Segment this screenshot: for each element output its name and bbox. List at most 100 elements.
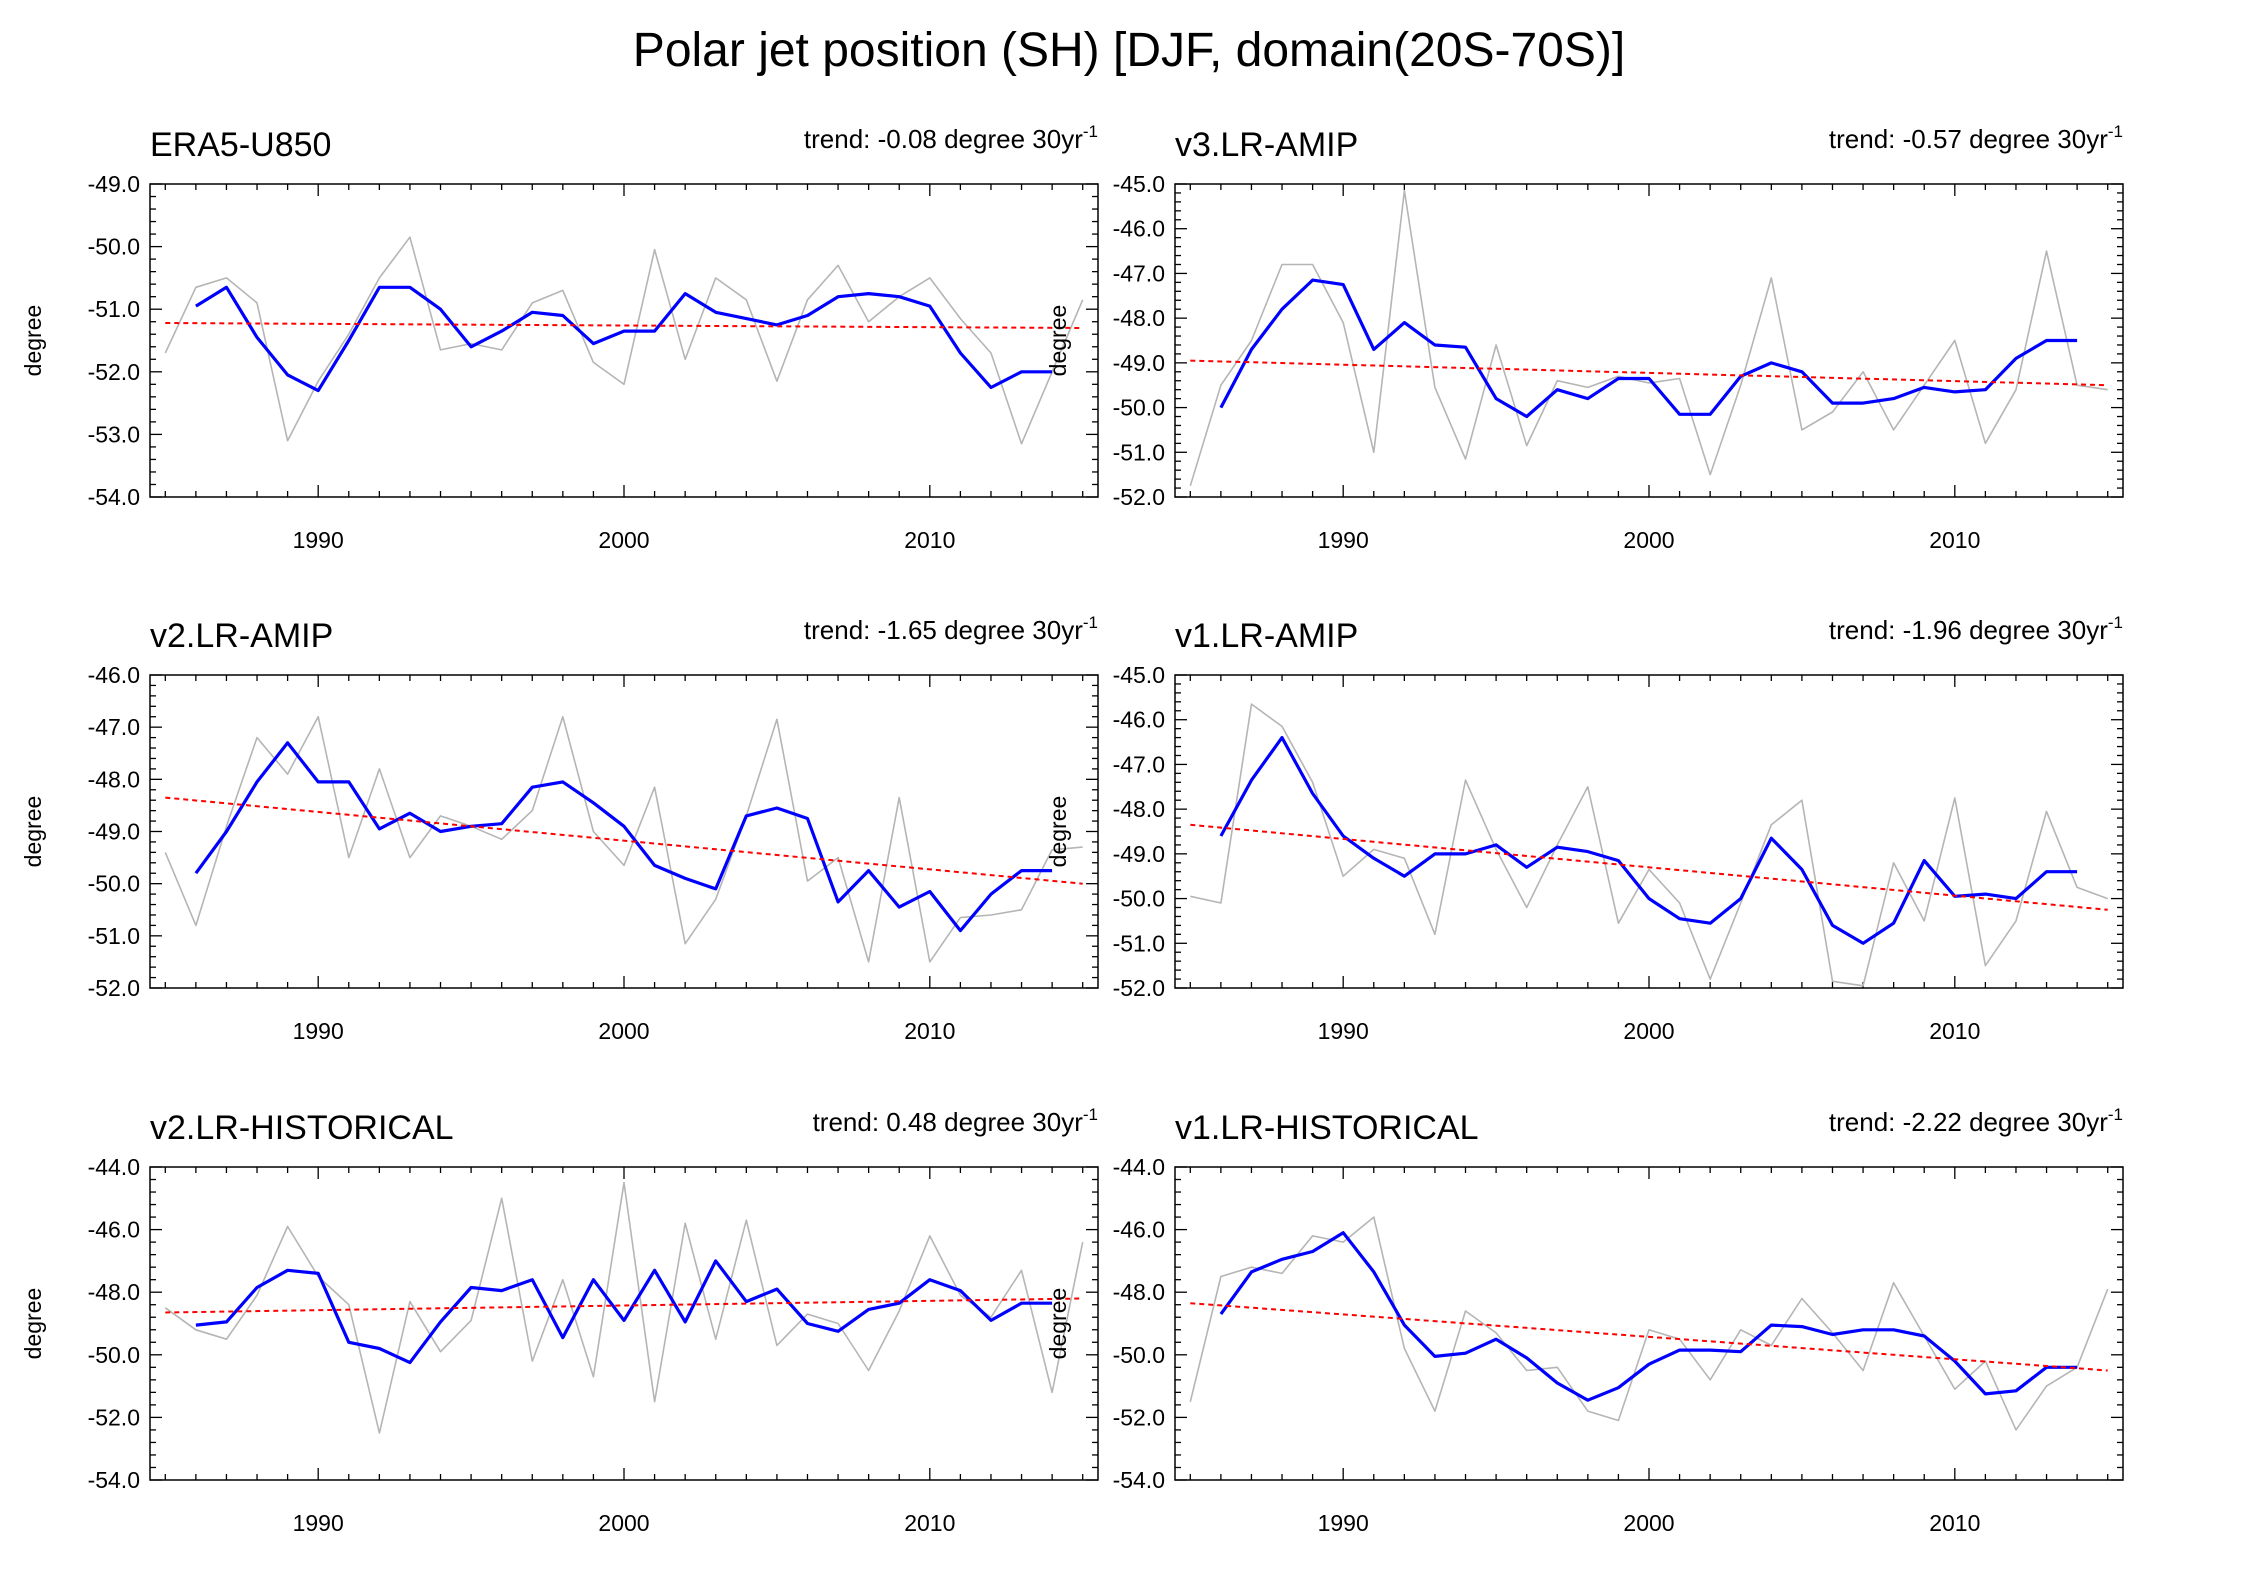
y-tick-label: -50.0 <box>88 234 140 260</box>
trend-superscript: -1 <box>1083 122 1098 141</box>
x-tick-label: 2000 <box>598 1510 649 1536</box>
y-tick-label: -46.0 <box>88 1217 140 1243</box>
y-tick-label: -51.0 <box>1113 439 1165 465</box>
x-tick-label: 2010 <box>904 527 955 553</box>
y-tick-label: -45.0 <box>1113 171 1165 197</box>
panel-1: ERA5-U850 trend: -0.08 degree 30yr-1 -49.0… <box>20 122 1099 553</box>
y-tick-label: -51.0 <box>88 923 140 949</box>
series-annual-line <box>1190 703 2108 987</box>
y-tick-label: -46.0 <box>1113 216 1165 242</box>
x-tick-label: 1990 <box>1318 527 1369 553</box>
y-axis-label: degree <box>1045 305 1071 377</box>
y-tick-label: -48.0 <box>88 1279 140 1305</box>
x-tick-label: 2010 <box>1929 1510 1980 1536</box>
y-tick-label: -46.0 <box>1113 1217 1165 1243</box>
x-tick-label: 2000 <box>1623 1018 1674 1044</box>
y-tick-label: -54.0 <box>88 484 140 510</box>
trend-superscript: -1 <box>2108 122 2123 141</box>
plot-frame <box>149 183 1099 498</box>
series-trend-line <box>165 1297 1083 1314</box>
series-smoothed-line <box>1219 735 2078 945</box>
x-tick-label: 2010 <box>904 1018 955 1044</box>
y-tick-label: -46.0 <box>1113 707 1165 733</box>
y-tick-label: -45.0 <box>1113 662 1165 688</box>
figure-title: Polar jet position (SH) [DJF, domain(20S… <box>633 24 1625 77</box>
trend-label: trend: -0.57 degree 30yr-1 <box>1829 122 2123 154</box>
y-axis-label: degree <box>20 1288 46 1360</box>
y-tick-label: -52.0 <box>1113 484 1165 510</box>
series-trend-line <box>1190 359 2108 387</box>
trend-superscript: -1 <box>2108 613 2123 632</box>
panel-3: v2.LR-AMIP trend: -1.65 degree 30yr-1 -46.… <box>20 613 1099 1044</box>
series-annual-line <box>1189 189 2108 487</box>
plot-frame <box>149 1166 1099 1481</box>
trend-label: trend: -2.22 degree 30yr-1 <box>1829 1105 2123 1137</box>
y-tick-label: -48.0 <box>1113 1279 1165 1305</box>
series-smoothed-line <box>1219 1231 2078 1402</box>
trend-text: trend: -0.08 degree 30yr <box>804 124 1083 154</box>
panel-title: v3.LR-AMIP <box>1175 126 1358 164</box>
series-smoothed-line <box>194 741 1053 933</box>
y-tick-label: -49.0 <box>1113 350 1165 376</box>
panels: ERA5-U850 trend: -0.08 degree 30yr-1-49.0… <box>20 122 2124 1536</box>
panel-title: v1.LR-AMIP <box>1175 617 1358 655</box>
y-tick-label: -44.0 <box>88 1154 140 1180</box>
x-tick-label: 2010 <box>904 1510 955 1536</box>
trend-text: trend: -2.22 degree 30yr <box>1829 1107 2108 1137</box>
x-tick-label: 2000 <box>1623 1510 1674 1536</box>
plot-frame <box>1174 183 2124 498</box>
panel-title: v2.LR-HISTORICAL <box>150 1109 454 1147</box>
plot-frame <box>149 674 1099 989</box>
x-tick-label: 1990 <box>293 527 344 553</box>
y-tick-label: -48.0 <box>88 766 140 792</box>
y-tick-label: -50.0 <box>88 871 140 897</box>
y-axis-label: degree <box>20 305 46 377</box>
series-trend-line <box>1190 823 2108 911</box>
series-smoothed-line <box>1219 278 2078 419</box>
y-axis-label: degree <box>20 796 46 868</box>
y-tick-label: -52.0 <box>1113 975 1165 1001</box>
y-tick-label: -53.0 <box>88 421 140 447</box>
trend-text: trend: -1.65 degree 30yr <box>804 615 1083 645</box>
trend-label: trend: 0.48 degree 30yr-1 <box>813 1105 1098 1137</box>
y-axis-label: degree <box>1045 796 1071 868</box>
y-tick-label: -47.0 <box>88 714 140 740</box>
panel-title: ERA5-U850 <box>150 126 331 164</box>
y-tick-label: -47.0 <box>1113 260 1165 286</box>
x-tick-label: 1990 <box>1318 1510 1369 1536</box>
panel-5: v2.LR-HISTORICAL trend: 0.48 degree 30yr-… <box>20 1105 1099 1536</box>
y-tick-label: -52.0 <box>88 1404 140 1430</box>
x-tick-label: 2000 <box>598 527 649 553</box>
y-tick-label: -48.0 <box>1113 796 1165 822</box>
y-tick-label: -50.0 <box>88 1342 140 1368</box>
x-tick-label: 1990 <box>293 1510 344 1536</box>
y-tick-label: -51.0 <box>88 296 140 322</box>
y-tick-label: -52.0 <box>88 359 140 385</box>
trend-label: trend: -1.96 degree 30yr-1 <box>1829 613 2123 645</box>
trend-superscript: -1 <box>2108 1105 2123 1124</box>
y-tick-label: -48.0 <box>1113 305 1165 331</box>
series-smoothed-line <box>195 1259 1053 1365</box>
panel-title: v2.LR-AMIP <box>150 617 333 655</box>
series-annual-line <box>164 236 1084 445</box>
y-tick-label: -49.0 <box>88 819 140 845</box>
y-tick-label: -50.0 <box>1113 886 1165 912</box>
y-tick-label: -51.0 <box>1113 930 1165 956</box>
y-tick-label: -52.0 <box>88 975 140 1001</box>
panel-6: v1.LR-HISTORICAL trend: -2.22 degree 30yr… <box>1045 1105 2124 1536</box>
series-smoothed-line <box>195 285 1053 393</box>
x-tick-label: 2000 <box>598 1018 649 1044</box>
panel-title: v1.LR-HISTORICAL <box>1175 1109 1479 1147</box>
panel-2: v3.LR-AMIP trend: -0.57 degree 30yr-1 -45.… <box>1045 122 2124 553</box>
series-trend-line <box>1190 1302 2108 1372</box>
y-tick-label: -44.0 <box>1113 1154 1165 1180</box>
x-tick-label: 1990 <box>1318 1018 1369 1044</box>
y-tick-label: -54.0 <box>88 1467 140 1493</box>
plot-frame <box>1174 1166 2124 1481</box>
trend-superscript: -1 <box>1083 1105 1098 1124</box>
trend-superscript: -1 <box>1083 613 1098 632</box>
y-tick-label: -54.0 <box>1113 1467 1165 1493</box>
y-tick-label: -50.0 <box>1113 395 1165 421</box>
x-tick-label: 2010 <box>1929 527 1980 553</box>
